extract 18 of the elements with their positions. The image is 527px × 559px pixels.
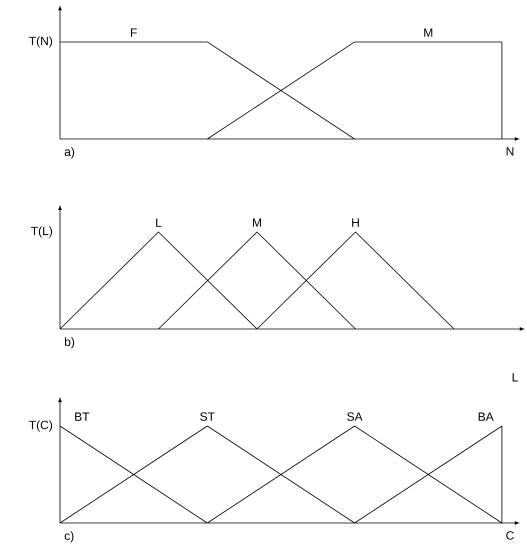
text: b) [64,337,74,348]
series-label: M [424,28,432,37]
x-axis-title: N [506,147,514,156]
series-label: BT [75,412,90,421]
x-axis-title: L [512,373,518,382]
y-axis-title: T(L) [31,226,52,238]
series-label: M [252,218,262,227]
series-label: F [130,28,137,37]
series-label: BA [478,412,494,421]
series-label: SA [347,412,363,421]
y-axis-title: T(N) [29,36,52,48]
y-axis-title: T(C) [29,420,52,432]
text: a) [64,147,74,158]
series-label: L [156,218,162,227]
text: c) [64,531,74,542]
series-label: H [352,218,359,227]
x-axis-title: C [506,531,514,540]
series-label: ST [200,412,215,421]
